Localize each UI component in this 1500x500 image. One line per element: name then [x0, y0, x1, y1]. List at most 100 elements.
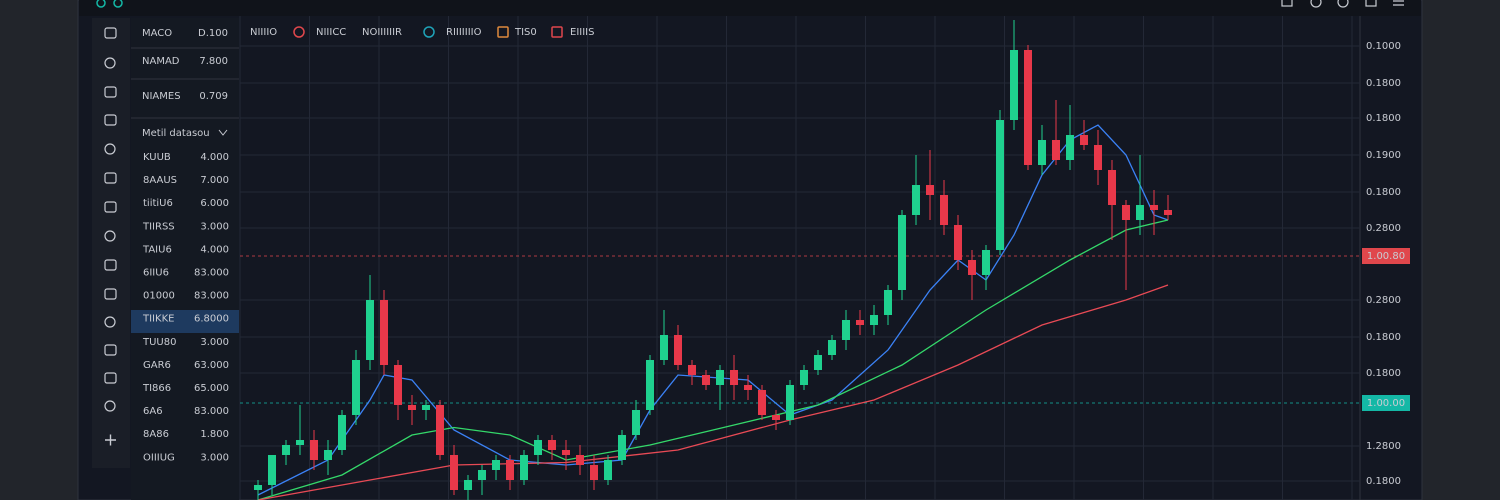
toolbar-item[interactable]: NIIIIO	[250, 27, 277, 38]
menu-button[interactable]	[1393, 0, 1404, 6]
top-bar	[79, 0, 1421, 16]
candle-body	[688, 365, 696, 375]
app-frame	[77, 0, 1423, 500]
candle-body	[590, 465, 598, 480]
candle-body	[1136, 205, 1144, 220]
price-tag	[1362, 248, 1410, 264]
row-name[interactable]: 01000	[143, 291, 175, 302]
rail-icon[interactable]	[104, 230, 116, 242]
candle-body	[1066, 135, 1074, 160]
row-value: 65.000	[194, 383, 229, 394]
selected-row	[131, 310, 239, 333]
candle-body	[394, 365, 402, 405]
candle-body	[1052, 140, 1060, 160]
toolbar-icon[interactable]	[497, 26, 509, 38]
icon-button[interactable]	[1337, 0, 1349, 8]
candle-body	[716, 370, 724, 385]
candle-body	[856, 320, 864, 325]
row-name[interactable]: KUUB	[143, 152, 171, 163]
icon-button[interactable]	[1365, 0, 1377, 7]
row-name[interactable]: tiitiU6	[143, 198, 173, 209]
rail-icon[interactable]	[104, 143, 116, 155]
rail-icon[interactable]	[104, 172, 117, 184]
rail-icon[interactable]	[104, 316, 116, 328]
logo	[96, 0, 106, 8]
row-name[interactable]: 6IIU6	[143, 268, 169, 279]
row-value: 4.000	[200, 244, 229, 255]
rail-icon[interactable]	[104, 288, 117, 300]
candle-body	[1080, 135, 1088, 145]
rail-icon[interactable]	[104, 344, 117, 356]
candle-body	[730, 370, 738, 385]
candle-body	[674, 335, 682, 365]
dropdown[interactable]: Metil datasou	[142, 128, 210, 139]
row-name[interactable]: 8AAUS	[143, 175, 177, 186]
row-name[interactable]: 8A86	[143, 429, 169, 440]
y-tick-label: 0.1800	[1366, 368, 1401, 379]
field-name: NIAMES	[142, 91, 181, 102]
row-name[interactable]: OIIIUG	[143, 452, 175, 463]
row-name[interactable]: TIIRSS	[142, 221, 175, 232]
y-tick-label: 0.1800	[1366, 113, 1401, 124]
row-name[interactable]: TI866	[142, 383, 171, 394]
candle-body	[310, 440, 318, 460]
toolbar-item[interactable]: EIIIIS	[570, 27, 594, 38]
toolbar-item[interactable]: NIIICC	[316, 27, 346, 38]
y-tick-label: 0.1900	[1366, 150, 1401, 161]
row-value: 63.000	[194, 360, 229, 371]
rail-icon[interactable]	[104, 201, 117, 213]
price-tag	[1362, 395, 1410, 411]
candle-body	[436, 405, 444, 455]
candle-body	[408, 405, 416, 410]
toolbar-icon[interactable]	[551, 26, 563, 38]
candle-body	[954, 225, 962, 260]
candle-body	[758, 390, 766, 415]
field-value: 0.709	[199, 91, 228, 102]
toolbar-icon[interactable]	[423, 26, 435, 38]
candle-body	[1010, 50, 1018, 120]
field-name: MACO	[142, 28, 172, 39]
add-button[interactable]	[105, 434, 116, 446]
row-name[interactable]: TAIU6	[142, 244, 172, 255]
row-name[interactable]: TIIKKE	[142, 314, 174, 325]
y-tick-label: 0.2800	[1366, 295, 1401, 306]
icon-button[interactable]	[1281, 0, 1293, 7]
candle-body	[814, 355, 822, 370]
row-value: 83.000	[194, 291, 229, 302]
candle-body	[632, 410, 640, 435]
candle-body	[1024, 50, 1032, 165]
icon-rail	[92, 18, 130, 468]
row-name[interactable]: GAR6	[143, 360, 171, 371]
toolbar-item[interactable]: TIS0	[514, 27, 537, 38]
y-tick-label: 0.1800	[1366, 187, 1401, 198]
toolbar-icon[interactable]	[293, 26, 305, 38]
candle-body	[324, 450, 332, 460]
candle-body	[268, 455, 276, 485]
candle-body	[646, 360, 654, 410]
rail-icon[interactable]	[104, 27, 117, 39]
candle-body	[1094, 145, 1102, 170]
rail-icon[interactable]	[104, 86, 117, 98]
candle-body	[884, 290, 892, 315]
row-name[interactable]: TUU80	[142, 337, 176, 348]
field-value: 7.800	[199, 56, 228, 67]
toolbar-item[interactable]: NOIIIIIIR	[362, 27, 402, 38]
rail-icon[interactable]	[104, 114, 117, 126]
row-value: 6.000	[200, 198, 229, 209]
rail-icon[interactable]	[104, 400, 116, 412]
icon-button[interactable]	[1310, 0, 1322, 8]
row-name[interactable]: 6A6	[143, 406, 163, 417]
y-tick-label: 1.2800	[1366, 441, 1401, 452]
toolbar-item[interactable]: RIIIIIIIO	[446, 27, 482, 38]
candle-body	[352, 360, 360, 415]
price-tag-label: 1.00.80	[1367, 251, 1405, 262]
moving-average	[257, 219, 1169, 500]
candle-body	[520, 455, 528, 480]
candle-body	[870, 315, 878, 325]
rail-icon[interactable]	[104, 259, 117, 271]
rail-icon[interactable]	[104, 372, 117, 384]
rail-icon[interactable]	[104, 57, 116, 69]
candle-body	[940, 195, 948, 225]
candle-body	[786, 385, 794, 420]
